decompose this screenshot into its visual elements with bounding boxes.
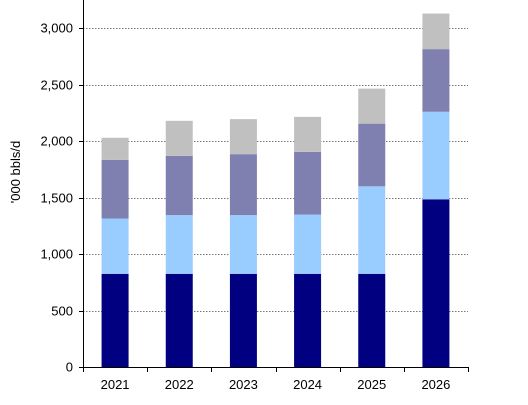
bar-2025-segment-2 bbox=[358, 186, 386, 274]
bar-2024-segment-3 bbox=[294, 151, 322, 215]
x-tick-label-2026: 2026 bbox=[421, 377, 450, 392]
x-tick-label-2025: 2025 bbox=[357, 377, 386, 392]
x-tick-label-2021: 2021 bbox=[101, 377, 130, 392]
y-tick-label-2000: 2,000 bbox=[40, 134, 73, 149]
bar-2025-segment-4 bbox=[358, 88, 386, 124]
bar-2023-segment-1 bbox=[229, 273, 257, 367]
bar-2022-segment-4 bbox=[165, 120, 193, 156]
y-tick-label-0: 0 bbox=[66, 360, 73, 375]
x-tick-label-2024: 2024 bbox=[293, 377, 322, 392]
y-tick-label-3000: 3,000 bbox=[40, 21, 73, 36]
bar-2024-segment-4 bbox=[294, 116, 322, 152]
bar-2022-segment-2 bbox=[165, 215, 193, 274]
axes bbox=[79, 0, 469, 372]
bar-2023-segment-3 bbox=[229, 154, 257, 216]
bar-2021-segment-4 bbox=[101, 137, 129, 160]
bar-2026-segment-2 bbox=[422, 111, 450, 200]
bar-2022-segment-1 bbox=[165, 273, 193, 367]
gridlines bbox=[83, 28, 468, 312]
bar-2021-segment-1 bbox=[101, 273, 129, 367]
x-tick-labels: 2021 2022 2023 2024 2025 2026 bbox=[101, 377, 451, 392]
bar-2025-segment-3 bbox=[358, 123, 386, 187]
bar-2022-segment-3 bbox=[165, 155, 193, 216]
bar-2021-segment-2 bbox=[101, 218, 129, 274]
y-tick-label-1000: 1,000 bbox=[40, 247, 73, 262]
bar-2026-segment-1 bbox=[422, 199, 450, 367]
bars bbox=[101, 13, 450, 367]
x-tick-label-2023: 2023 bbox=[229, 377, 258, 392]
y-tick-label-500: 500 bbox=[51, 304, 73, 319]
y-tick-label-2500: 2,500 bbox=[40, 78, 73, 93]
bar-2024-segment-1 bbox=[294, 273, 322, 367]
y-tick-labels: 0 500 1,000 1,500 2,000 2,500 3,000 bbox=[40, 21, 73, 375]
bar-2025-segment-1 bbox=[358, 273, 386, 367]
bar-2026-segment-3 bbox=[422, 49, 450, 112]
y-tick-label-1500: 1,500 bbox=[40, 191, 73, 206]
bar-2024-segment-2 bbox=[294, 214, 322, 274]
y-axis-title: '000 bbls/d bbox=[8, 141, 23, 203]
bar-2021-segment-3 bbox=[101, 159, 129, 219]
x-tick-label-2022: 2022 bbox=[165, 377, 194, 392]
bar-2023-segment-4 bbox=[229, 119, 257, 155]
bar-2026-segment-4 bbox=[422, 13, 450, 50]
bar-2023-segment-2 bbox=[229, 215, 257, 274]
